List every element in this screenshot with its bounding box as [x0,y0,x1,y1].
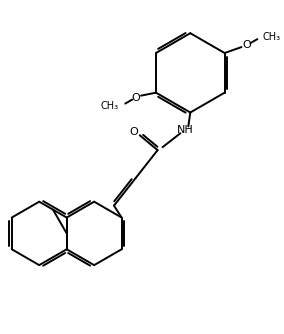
Text: CH₃: CH₃ [100,101,118,111]
Text: O: O [132,93,141,103]
Text: O: O [242,40,251,50]
Text: O: O [130,127,138,137]
Text: NH: NH [177,125,194,135]
Text: CH₃: CH₃ [262,32,280,42]
